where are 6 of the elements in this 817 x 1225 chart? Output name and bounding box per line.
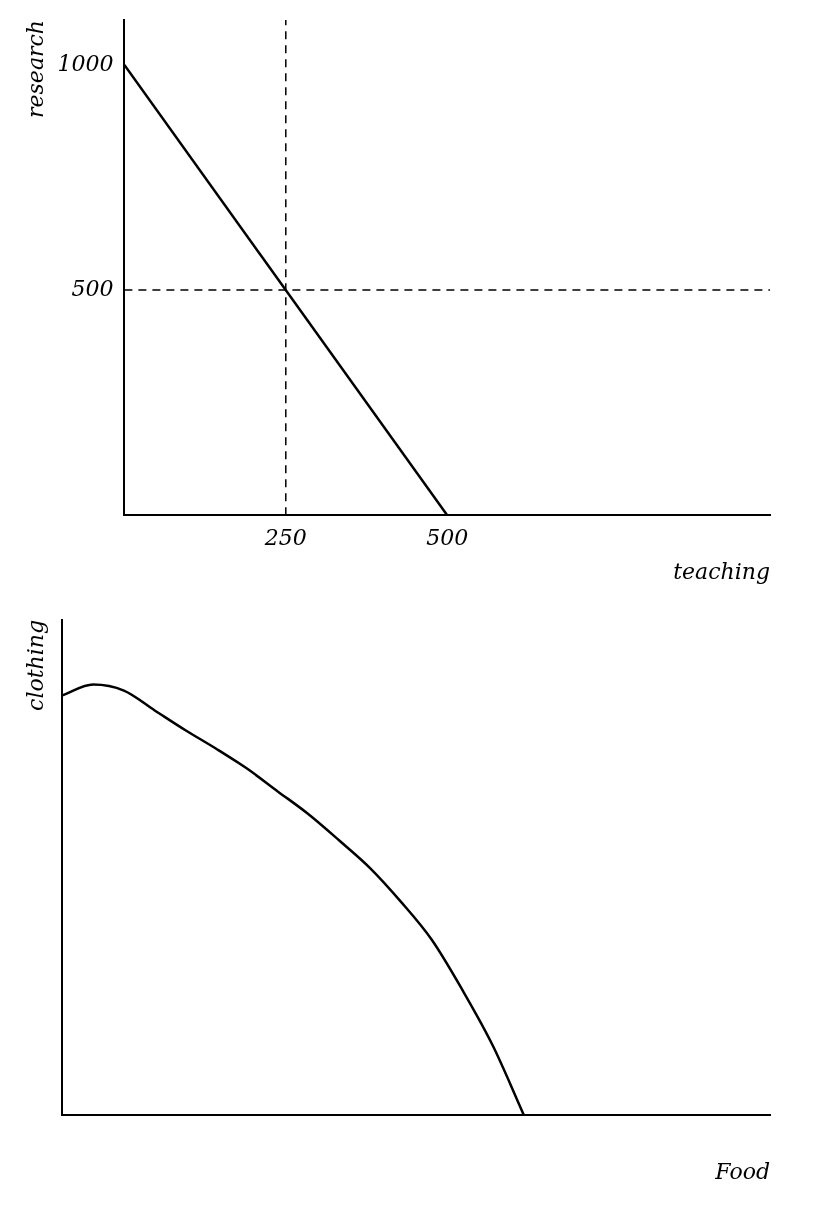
x-axis-title: Food	[714, 1158, 770, 1184]
x-tick-label: 250	[263, 525, 307, 551]
y-tick-label: 1000	[57, 50, 114, 76]
y-axis-title: clothing	[22, 620, 48, 711]
x-axis-title: teaching	[673, 558, 770, 584]
y-axis-title: research	[22, 20, 48, 118]
